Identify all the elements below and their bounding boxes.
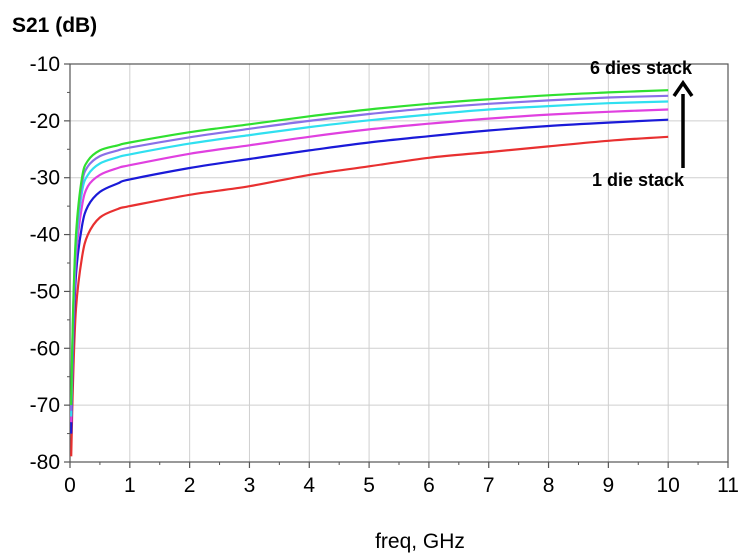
annotation-top: 6 dies stack	[590, 58, 693, 78]
x-tick-label: 8	[543, 474, 555, 497]
plot-frame	[69, 63, 729, 463]
x-tick-label: 3	[244, 474, 256, 497]
x-tick-label: 6	[423, 474, 435, 497]
y-tick-label: -40	[30, 224, 60, 247]
y-tick-label: -50	[30, 280, 60, 303]
series-line-2	[70, 118, 669, 434]
y-axis-title: S21 (dB)	[12, 14, 97, 37]
stack-direction-arrow	[672, 79, 694, 168]
y-tick-label: -80	[30, 451, 60, 474]
y-tick-label: -10	[30, 53, 60, 76]
y-tick-label: -60	[30, 337, 60, 360]
x-tick-label: 7	[483, 474, 495, 497]
annotation-bottom: 1 die stack	[592, 170, 685, 190]
x-axis-title: freq, GHz	[375, 530, 465, 553]
y-tick-label: -70	[30, 394, 60, 417]
x-tick-label: 5	[363, 474, 375, 497]
series-line-1	[70, 135, 669, 457]
x-ticks: 0 1 2 3 4 5 6 7 8 9 10 11	[64, 462, 739, 497]
x-tick-label: 4	[303, 474, 315, 497]
series-line-3	[70, 108, 669, 423]
y-tick-label: -30	[30, 167, 60, 190]
series-line-6	[70, 89, 669, 406]
x-tick-label: 10	[657, 474, 680, 497]
y-ticks: -10 -20 -30 -40 -50 -60 -70 -80	[30, 53, 70, 474]
x-tick-label: 0	[64, 474, 76, 497]
x-tick-label: 9	[603, 474, 615, 497]
y-tick-label: -20	[30, 110, 60, 133]
series-line-4	[70, 100, 669, 417]
x-tick-label: 2	[184, 474, 196, 497]
series-group	[70, 89, 669, 457]
x-tick-label: 11	[717, 474, 739, 497]
grid	[70, 64, 728, 462]
x-tick-label: 1	[124, 474, 136, 497]
